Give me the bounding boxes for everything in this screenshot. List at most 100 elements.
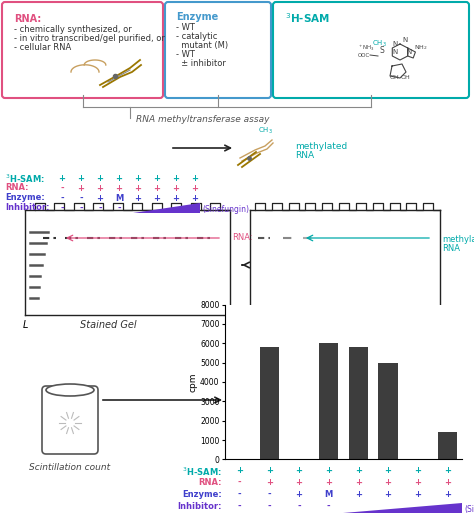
Text: +: +	[154, 184, 161, 193]
Text: $^3$H-SAM: $^3$H-SAM	[285, 11, 330, 25]
Text: - cellular RNA: - cellular RNA	[14, 43, 71, 52]
Y-axis label: cpm: cpm	[188, 372, 197, 392]
Text: +: +	[444, 490, 451, 499]
Text: Inhibitor:: Inhibitor:	[177, 502, 222, 511]
Text: +: +	[78, 174, 84, 183]
FancyBboxPatch shape	[2, 2, 163, 98]
Polygon shape	[344, 503, 462, 513]
Text: RNA: RNA	[295, 151, 314, 160]
Text: +: +	[154, 194, 161, 203]
Text: OOC: OOC	[358, 53, 370, 58]
Text: -: -	[238, 502, 242, 511]
Text: +: +	[191, 184, 199, 193]
Text: +: +	[296, 490, 302, 499]
Text: +: +	[325, 478, 332, 487]
Text: CH$_3$: CH$_3$	[258, 126, 273, 136]
Text: N: N	[392, 41, 397, 47]
Text: $^3$H-SAM:: $^3$H-SAM:	[182, 466, 222, 478]
Text: +: +	[116, 174, 122, 183]
Ellipse shape	[46, 384, 94, 396]
Text: -: -	[238, 478, 242, 487]
Text: RNA:: RNA:	[14, 14, 41, 24]
Text: methylated: methylated	[442, 235, 474, 244]
Text: +: +	[154, 174, 161, 183]
Text: -: -	[297, 502, 301, 511]
FancyBboxPatch shape	[165, 2, 271, 98]
Text: mutant (M): mutant (M)	[176, 41, 228, 50]
Bar	[349, 347, 368, 459]
Text: S: S	[380, 46, 385, 55]
Text: NH$_2$: NH$_2$	[414, 43, 428, 52]
Text: +: +	[135, 184, 142, 193]
Text: -: -	[268, 490, 271, 499]
Text: N: N	[402, 37, 407, 43]
Text: RNA methyltransferase assay: RNA methyltransferase assay	[136, 115, 270, 124]
Text: +: +	[325, 466, 332, 475]
Text: OH: OH	[390, 75, 400, 80]
Text: (Sinefungin): (Sinefungin)	[202, 205, 249, 214]
Text: $^3$H-SAM:: $^3$H-SAM:	[5, 173, 45, 185]
Text: N: N	[392, 49, 397, 55]
Bar	[319, 343, 338, 459]
Text: +: +	[97, 174, 103, 183]
Text: +: +	[97, 184, 103, 193]
Text: methylated: methylated	[295, 142, 347, 151]
Text: +: +	[135, 174, 142, 183]
Text: +: +	[296, 478, 302, 487]
Text: +: +	[78, 184, 84, 193]
Text: Autoradiogram: Autoradiogram	[290, 320, 364, 330]
Text: M: M	[115, 194, 123, 203]
Text: -: -	[98, 204, 102, 213]
Text: -: -	[60, 204, 64, 213]
Bar	[438, 432, 457, 459]
Text: Enzyme:: Enzyme:	[182, 490, 222, 499]
Text: +: +	[414, 478, 421, 487]
Text: N: N	[406, 49, 411, 55]
Text: +: +	[444, 466, 451, 475]
Text: +: +	[384, 490, 392, 499]
Text: +: +	[173, 174, 180, 183]
Bar	[260, 347, 279, 459]
Text: +: +	[355, 490, 362, 499]
Text: +: +	[266, 478, 273, 487]
Text: - WT: - WT	[176, 50, 195, 59]
Text: OH: OH	[401, 75, 411, 80]
Text: -: -	[117, 204, 121, 213]
Text: -: -	[268, 502, 271, 511]
Text: $^+$NH$_3$: $^+$NH$_3$	[358, 43, 375, 53]
Text: (Sinefungin): (Sinefungin)	[464, 505, 474, 513]
Text: - in vitro transcribed/gel purified, or: - in vitro transcribed/gel purified, or	[14, 34, 165, 43]
Text: M: M	[325, 490, 333, 499]
Text: Enzyme: Enzyme	[176, 12, 218, 22]
Text: +: +	[414, 490, 421, 499]
Text: Inhibitor:: Inhibitor:	[5, 203, 49, 212]
Text: Stained Gel: Stained Gel	[80, 320, 137, 330]
Text: +: +	[173, 184, 180, 193]
Text: +: +	[444, 478, 451, 487]
Text: +: +	[355, 478, 362, 487]
Text: +: +	[414, 466, 421, 475]
Polygon shape	[133, 203, 200, 213]
Text: +: +	[58, 174, 65, 183]
Text: RNA:: RNA:	[232, 234, 253, 243]
Bar	[378, 363, 398, 459]
Text: +: +	[135, 194, 142, 203]
Text: -: -	[60, 184, 64, 193]
Text: CH$_3$: CH$_3$	[372, 39, 387, 49]
Text: Enzyme:: Enzyme:	[5, 193, 45, 202]
Text: RNA:: RNA:	[199, 478, 222, 487]
Text: Scintillation count: Scintillation count	[29, 463, 110, 472]
Text: - chemically synthesized, or: - chemically synthesized, or	[14, 25, 132, 34]
Text: -: -	[79, 204, 83, 213]
Text: - catalytic: - catalytic	[176, 32, 218, 41]
Text: +: +	[355, 466, 362, 475]
Text: +: +	[237, 466, 243, 475]
Text: L: L	[23, 320, 28, 330]
Text: +: +	[191, 194, 199, 203]
Text: RNA: RNA	[442, 244, 460, 253]
Text: ± inhibitor: ± inhibitor	[176, 59, 226, 68]
Text: +: +	[116, 184, 122, 193]
Text: +: +	[173, 194, 180, 203]
Text: +: +	[384, 466, 392, 475]
FancyBboxPatch shape	[273, 2, 469, 98]
